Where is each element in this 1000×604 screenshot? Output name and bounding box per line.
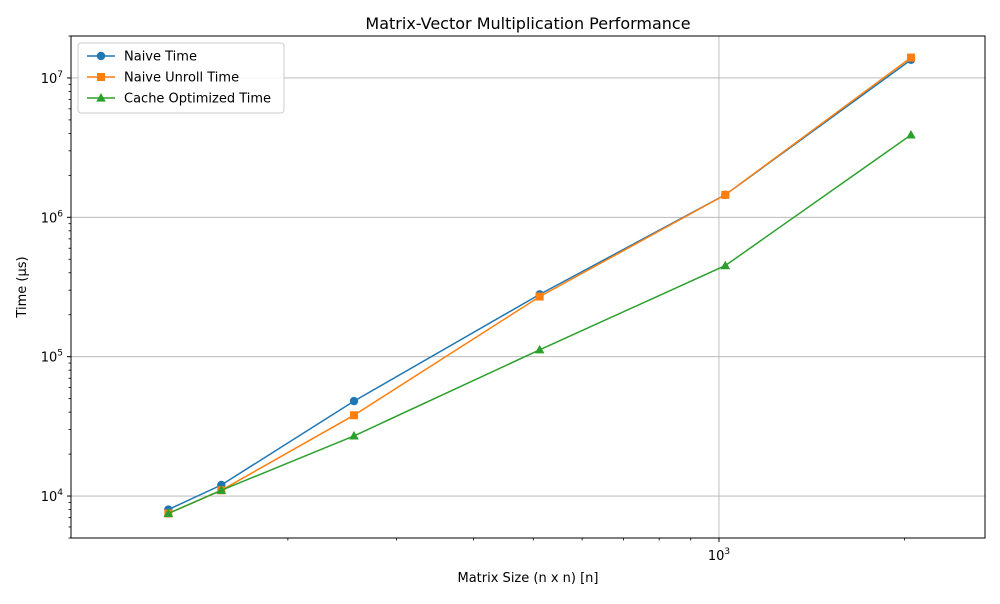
- grid-layer: [71, 36, 985, 538]
- x-tick-label: 103: [708, 547, 730, 564]
- data-point-cache-optimized-time: [349, 430, 359, 440]
- data-point-cache-optimized-time: [163, 508, 174, 518]
- data-point-cache-optimized-time: [534, 344, 545, 354]
- x-axis-label: Matrix Size (n x n) [n]: [458, 571, 599, 586]
- legend-box: [77, 42, 285, 114]
- chart-title: Matrix-Vector Multiplication Performance: [365, 14, 690, 33]
- legend-label-naive-time: Naive Time: [124, 50, 197, 65]
- data-point-naive-unroll-time: [349, 411, 358, 420]
- y-tick-label: 105: [41, 349, 63, 366]
- axes-frame: [70, 35, 986, 539]
- y-axis-label: Time (µs): [15, 256, 30, 318]
- legend-label-cache-optimized-time: Cache Optimized Time: [124, 92, 271, 107]
- y-tick-label: 107: [41, 70, 63, 87]
- legend-marker-naive-time: [96, 51, 106, 61]
- data-point-cache-optimized-time: [906, 129, 916, 139]
- tick-layer: 103 104 105 106 107: [41, 35, 906, 564]
- data-point-cache-optimized-time: [216, 485, 227, 494]
- data-point-naive-unroll-time: [721, 190, 730, 199]
- series-cache-optimized-time: [163, 129, 916, 518]
- y-tick-label: 104: [41, 488, 64, 505]
- legend: Naive Time Naive Unroll Time Cache Optimiz…: [77, 42, 285, 114]
- data-point-cache-optimized-time: [720, 260, 731, 270]
- data-point-naive-unroll-time: [906, 53, 915, 62]
- series-layer: [163, 53, 916, 518]
- y-tick-label: 106: [41, 209, 64, 226]
- legend-marker-cache-optimized-time: [96, 93, 106, 102]
- legend-label-naive-unroll-time: Naive Unroll Time: [124, 71, 239, 86]
- legend-marker-naive-unroll-time: [97, 73, 105, 81]
- series-line-cache-optimized-time: [167, 134, 912, 515]
- data-point-naive-unroll-time: [535, 292, 544, 301]
- data-point-naive-time: [349, 396, 359, 406]
